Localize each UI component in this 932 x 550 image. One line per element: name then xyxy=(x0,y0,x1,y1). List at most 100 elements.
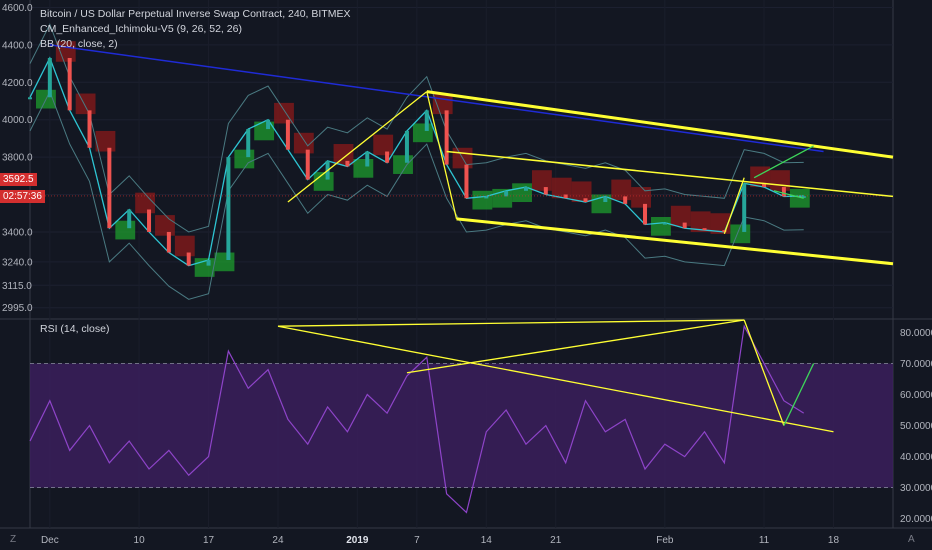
cloud-segment xyxy=(313,172,334,191)
price-tick-label: 3115.0 xyxy=(2,281,32,292)
cloud-segment xyxy=(95,130,116,152)
cloud-segment xyxy=(770,170,790,191)
price-tick-label: 4200.0 xyxy=(2,78,33,89)
cloud-segment xyxy=(531,170,552,191)
bollinger-lower xyxy=(29,90,804,300)
price-candle xyxy=(107,147,112,229)
price-candle xyxy=(47,57,52,98)
rsi-trendline xyxy=(743,319,785,426)
price-candle xyxy=(543,187,548,195)
price-candle xyxy=(67,57,72,111)
price-candle xyxy=(523,187,528,191)
cloud-segment xyxy=(373,134,394,156)
rsi-tick-label: 60.0000 xyxy=(900,390,932,401)
cloud-segment xyxy=(432,93,453,115)
price-candle xyxy=(662,222,667,225)
time-tick-label: 2019 xyxy=(346,535,369,546)
symbol-title[interactable]: Bitcoin / US Dollar Perpetual Inverse Sw… xyxy=(40,8,351,20)
rsi-tick-label: 80.0000 xyxy=(900,328,932,339)
time-tick-label: 11 xyxy=(759,535,770,546)
price-candle xyxy=(603,196,608,203)
cloud-segment xyxy=(214,252,235,272)
price-candle xyxy=(166,231,171,253)
bollinger-legend[interactable]: BB (20, close, 2) xyxy=(40,38,118,50)
price-candle xyxy=(186,252,191,266)
channel-upper-line xyxy=(426,90,894,159)
price-candle xyxy=(702,228,707,231)
cloud-segment xyxy=(651,216,671,236)
price-candle xyxy=(643,203,648,225)
projection-line xyxy=(753,145,814,179)
rsi-line xyxy=(29,324,805,514)
cloud-segment xyxy=(690,211,711,232)
time-tick-label: 18 xyxy=(828,535,840,546)
price-candle xyxy=(266,119,271,130)
price-candle xyxy=(722,230,727,233)
price-candle xyxy=(762,183,767,188)
price-candle xyxy=(285,119,290,150)
bollinger-upper xyxy=(29,23,804,233)
price-candle xyxy=(682,222,687,229)
price-candle xyxy=(305,149,310,180)
cloud-segment xyxy=(551,177,572,199)
price-candle xyxy=(623,196,628,204)
rsi-overbought-oversold-band xyxy=(30,363,893,488)
cloud-segment xyxy=(135,192,156,214)
rsi-tick-label: 50.0000 xyxy=(900,421,932,432)
price-tick-label: 3400.0 xyxy=(2,227,33,238)
price-candle xyxy=(127,209,132,229)
price-candle xyxy=(563,194,568,199)
price-tick-label: 4600.0 xyxy=(2,3,33,14)
projection-line xyxy=(773,190,804,199)
wave-line xyxy=(287,91,428,203)
price-candle xyxy=(365,151,370,167)
wave-line xyxy=(426,91,458,220)
time-tick-label: 14 xyxy=(481,535,493,546)
cloud-segment xyxy=(293,132,314,154)
cloud-segment xyxy=(472,190,493,210)
rsi-tick-label: 40.0000 xyxy=(900,452,932,463)
cloud-segment xyxy=(611,179,632,201)
cloud-segment xyxy=(234,149,255,169)
auto-scale-button[interactable]: A xyxy=(908,534,915,545)
price-candle xyxy=(464,164,469,199)
channel-lower-line xyxy=(456,217,894,266)
time-tick-label: 21 xyxy=(550,535,562,546)
price-tick-label: 4000.0 xyxy=(2,115,33,126)
zoom-button[interactable]: Z xyxy=(10,534,17,545)
price-candle xyxy=(385,151,390,163)
rsi-trendline xyxy=(406,319,745,374)
time-tick-label: Feb xyxy=(656,535,674,546)
price-candle xyxy=(28,97,32,100)
blue-trendline xyxy=(49,44,824,153)
price-candle xyxy=(484,196,489,199)
cloud-segment xyxy=(174,235,195,257)
time-tick-label: 10 xyxy=(134,535,146,546)
trend-drawings xyxy=(49,44,894,433)
price-tick-label: 4400.0 xyxy=(2,40,33,51)
price-candle xyxy=(404,130,409,163)
price-tick-label: 2995.0 xyxy=(2,303,33,314)
price-candle xyxy=(583,198,588,203)
last-price-tag: 3592.5 xyxy=(0,173,37,186)
price-tick-label: 3800.0 xyxy=(2,153,33,164)
price-line xyxy=(29,56,804,267)
ichimoku-legend[interactable]: CM_Enhanced_Ichimoku-V5 (9, 26, 52, 26) xyxy=(40,23,242,35)
price-candle xyxy=(444,110,449,165)
price-candle xyxy=(742,183,747,232)
rsi-trendline xyxy=(277,325,834,433)
cloud-segment xyxy=(571,181,592,203)
cloud-segment xyxy=(115,220,136,240)
time-tick-label: 24 xyxy=(272,535,284,546)
price-candle xyxy=(226,157,231,261)
price-candle xyxy=(424,110,429,131)
time-tick-label: 17 xyxy=(203,535,215,546)
cloud-segment xyxy=(631,187,652,208)
rsi-tick-label: 30.0000 xyxy=(900,483,932,494)
rsi-legend[interactable]: RSI (14, close) xyxy=(40,323,110,335)
rsi-trendline xyxy=(277,319,745,327)
price-candle xyxy=(345,160,350,167)
cloud-segment xyxy=(333,144,354,165)
price-candle xyxy=(246,129,251,158)
